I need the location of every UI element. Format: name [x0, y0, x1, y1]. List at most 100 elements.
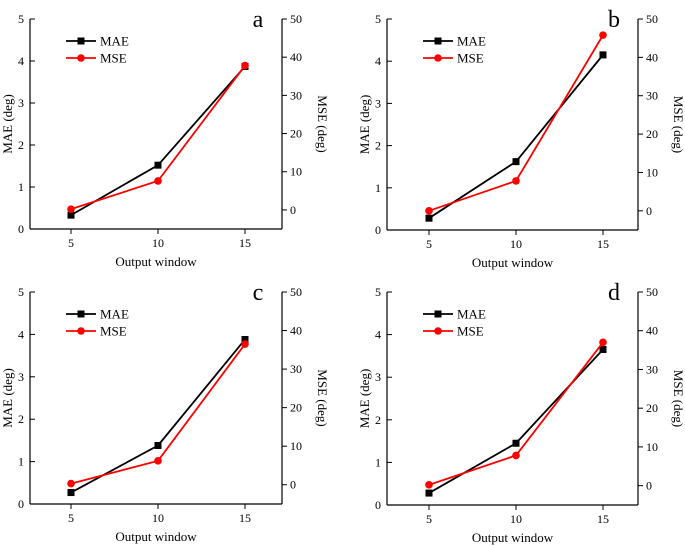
point-mae	[425, 214, 433, 222]
point-mse	[67, 479, 75, 488]
x-tick-label: 15	[597, 237, 609, 251]
legend-label-mae: MAE	[100, 34, 129, 49]
legend-marker-mae	[77, 310, 85, 318]
x-tick-label: 15	[239, 236, 251, 250]
right-tick-label: 0	[290, 478, 296, 492]
left-tick-label: 1	[375, 455, 381, 469]
series-line-mae	[428, 348, 604, 494]
left-tick-label: 3	[18, 96, 24, 110]
right-tick-label: 50	[290, 285, 302, 299]
legend-label-mae: MAE	[100, 307, 129, 322]
legend-marker-mse	[434, 327, 442, 335]
point-mae	[154, 441, 162, 449]
x-tick-label: 5	[68, 236, 74, 250]
left-tick-label: 1	[18, 455, 24, 469]
x-tick-label: 5	[426, 512, 432, 526]
right-tick-label: 40	[646, 50, 658, 64]
right-tick-label: 10	[646, 165, 658, 179]
x-tick-label: 15	[597, 512, 609, 526]
right-tick-label: 40	[290, 324, 302, 338]
right-tick-label: 10	[290, 165, 302, 179]
left-tick-label: 5	[18, 285, 24, 299]
legend-label-mse: MSE	[457, 51, 484, 66]
legend-label-mse: MSE	[100, 51, 127, 66]
legend-marker-mse	[77, 327, 85, 335]
right-tick-label: 30	[290, 88, 302, 102]
point-mae	[241, 335, 249, 343]
right-tick-label: 40	[290, 50, 302, 64]
left-tick-label: 5	[375, 285, 381, 299]
point-mse	[512, 451, 520, 460]
left-tick-label: 2	[18, 138, 24, 152]
point-mse	[154, 177, 162, 185]
right-tick-label: 0	[646, 479, 652, 493]
left-tick-label: 0	[375, 223, 381, 237]
panel-letter: d	[608, 280, 620, 306]
point-mse	[154, 457, 162, 465]
panel-letter: b	[608, 7, 620, 33]
left-tick-label: 4	[18, 327, 24, 341]
point-mae	[425, 489, 433, 497]
left-tick-label: 5	[375, 12, 381, 26]
left-tick-label: 4	[375, 54, 381, 68]
right-tick-label: 40	[646, 324, 658, 338]
legend-marker-mse	[77, 54, 85, 62]
right-tick-label: 30	[646, 89, 658, 103]
left-axis-title: MAE (deg)	[0, 94, 15, 154]
left-tick-label: 4	[18, 54, 24, 68]
right-axis-title: MSE (deg)	[671, 370, 685, 427]
point-mae	[67, 489, 75, 497]
right-tick-label: 0	[646, 204, 652, 218]
x-tick-label: 10	[510, 237, 522, 251]
x-tick-label: 10	[510, 512, 522, 526]
right-tick-label: 50	[290, 12, 302, 26]
x-tick-label: 5	[426, 237, 432, 251]
point-mse	[599, 338, 607, 347]
point-mae	[67, 211, 75, 219]
legend-label-mse: MSE	[100, 324, 127, 339]
right-tick-label: 50	[646, 12, 658, 26]
left-tick-label: 0	[375, 498, 381, 512]
left-tick-label: 2	[18, 412, 24, 426]
point-mse	[425, 207, 433, 215]
left-tick-label: 3	[375, 96, 381, 110]
right-tick-label: 20	[646, 127, 658, 141]
left-tick-label: 0	[18, 497, 24, 511]
right-tick-label: 30	[646, 362, 658, 376]
x-tick-label: 10	[152, 511, 164, 525]
x-tick-label: 5	[68, 511, 74, 525]
series-line-mae	[70, 65, 246, 216]
series-line-mae	[70, 338, 246, 494]
series-line-mse	[70, 65, 246, 211]
point-mae	[512, 158, 520, 166]
x-axis-title: Output window	[472, 255, 554, 270]
right-tick-label: 30	[290, 362, 302, 376]
left-axis-title: MAE (deg)	[0, 368, 15, 428]
right-tick-label: 50	[646, 285, 658, 299]
x-axis-title: Output window	[115, 254, 197, 269]
legend-marker-mae	[434, 37, 442, 45]
right-tick-label: 10	[646, 440, 658, 454]
point-mse	[241, 61, 249, 70]
point-mae	[512, 439, 520, 447]
x-tick-label: 15	[239, 511, 251, 525]
panel-letter: c	[253, 280, 264, 306]
left-tick-label: 3	[375, 370, 381, 384]
left-axis-title: MAE (deg)	[357, 369, 372, 429]
left-tick-label: 2	[375, 139, 381, 153]
point-mae	[599, 346, 607, 354]
point-mse	[512, 177, 520, 185]
legend-marker-mae	[434, 310, 442, 318]
legend-marker-mse	[434, 54, 442, 62]
left-tick-label: 5	[18, 12, 24, 26]
right-axis-title: MSE (deg)	[671, 96, 685, 153]
point-mae	[599, 51, 607, 59]
left-tick-label: 1	[375, 181, 381, 195]
point-mae	[154, 161, 162, 169]
right-tick-label: 20	[290, 127, 302, 141]
right-tick-label: 20	[646, 401, 658, 415]
point-mse	[425, 481, 433, 489]
